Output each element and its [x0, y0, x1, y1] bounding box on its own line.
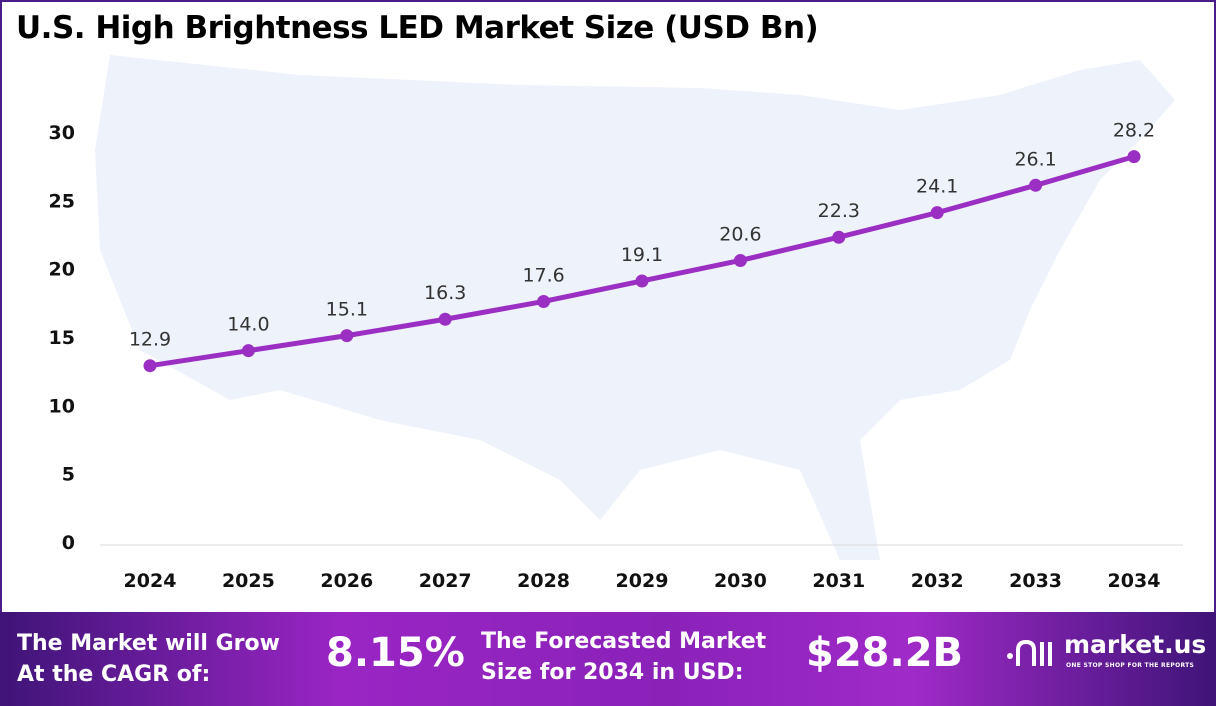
- x-tick-label: 2029: [616, 570, 669, 592]
- footer-banner: The Market will Grow At the CAGR of: 8.1…: [0, 612, 1216, 706]
- x-tick-label: 2030: [714, 570, 767, 592]
- data-point: [438, 312, 452, 326]
- y-tick-label: 25: [49, 190, 75, 212]
- forecast-label: The Forecasted Market Size for 2034 in U…: [481, 626, 766, 688]
- forecast-label-line1: The Forecasted Market: [481, 629, 767, 654]
- data-point: [241, 344, 255, 358]
- market-us-logo: market.us ONE STOP SHOP FOR THE REPORTS: [1004, 630, 1206, 676]
- cagr-value: 8.15%: [326, 630, 465, 676]
- forecast-value: $28.2B: [806, 630, 964, 676]
- x-tick-label: 2026: [320, 570, 373, 592]
- x-tick-label: 2032: [911, 570, 964, 592]
- data-label: 17.6: [522, 264, 564, 286]
- x-tick-label: 2033: [1009, 570, 1062, 592]
- data-label: 14.0: [227, 314, 269, 336]
- x-tick-label: 2028: [517, 570, 570, 592]
- x-tick-label: 2027: [419, 570, 472, 592]
- data-point: [733, 253, 747, 267]
- data-label: 15.1: [326, 299, 368, 321]
- cagr-label: The Market will Grow At the CAGR of:: [17, 628, 280, 690]
- x-tick-label: 2034: [1108, 570, 1161, 592]
- data-label: 26.1: [1014, 148, 1056, 170]
- cagr-label-line1: The Market will Grow: [17, 631, 280, 656]
- y-tick-label: 5: [62, 464, 75, 486]
- data-point: [537, 294, 551, 308]
- data-point: [1029, 178, 1043, 192]
- logo-tagline: ONE STOP SHOP FOR THE REPORTS: [1066, 662, 1195, 669]
- x-tick-label: 2025: [222, 570, 275, 592]
- data-label: 12.9: [129, 329, 171, 351]
- data-label: 24.1: [916, 176, 958, 198]
- data-point: [930, 206, 944, 220]
- cagr-label-line2: At the CAGR of:: [17, 662, 211, 687]
- data-point: [832, 230, 846, 244]
- y-tick-label: 30: [49, 122, 75, 144]
- us-map-background: [95, 55, 1175, 560]
- x-tick-label: 2024: [124, 570, 177, 592]
- data-label: 28.2: [1113, 120, 1155, 142]
- chart-title: U.S. High Brightness LED Market Size (US…: [16, 10, 819, 46]
- y-tick-label: 0: [62, 532, 75, 554]
- data-label: 22.3: [818, 200, 860, 222]
- data-label: 16.3: [424, 282, 466, 304]
- data-point: [635, 274, 649, 288]
- x-tick-label: 2031: [812, 570, 865, 592]
- y-tick-label: 20: [49, 259, 75, 281]
- data-label: 20.6: [719, 223, 761, 245]
- data-point: [143, 359, 157, 373]
- y-tick-label: 10: [49, 395, 75, 417]
- logo-icon: [1007, 639, 1052, 666]
- logo-text: market.us: [1064, 630, 1207, 659]
- forecast-label-line2: Size for 2034 in USD:: [481, 660, 744, 685]
- data-point: [340, 329, 354, 343]
- data-point: [1127, 150, 1141, 164]
- y-tick-label: 15: [49, 327, 75, 349]
- data-label: 19.1: [621, 244, 663, 266]
